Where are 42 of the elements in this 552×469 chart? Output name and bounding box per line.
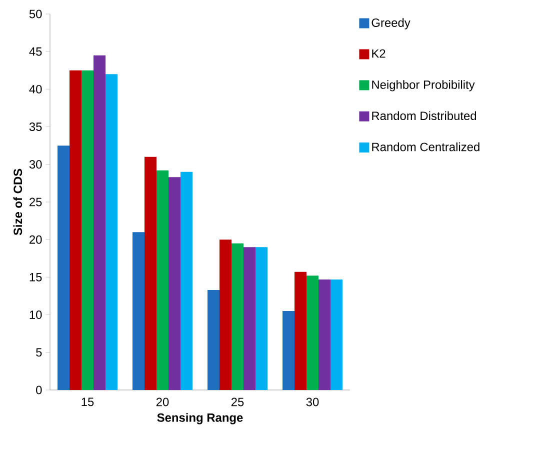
bar [244,247,256,390]
legend-label: Neighbor Probibility [372,80,475,92]
legend-label: K2 [372,49,386,58]
bar [132,232,145,390]
y-tick-label: 50 [29,10,42,18]
bar [256,247,268,390]
y-tick-label: 40 [29,84,42,94]
bar [82,70,94,390]
y-tick-label: 45 [29,47,42,56]
x-tick-label: 15 [82,398,94,406]
legend-label: Random Centralized [372,142,480,152]
bar [156,170,169,390]
y-tick-label: 15 [30,273,42,282]
y-tick-label: 30 [29,160,42,169]
bar [70,70,82,390]
bar [282,311,295,390]
bar [106,74,118,390]
bar [294,272,307,390]
y-tick-label: 25 [30,198,42,206]
bar [306,276,319,390]
y-tick-label: 10 [30,310,42,320]
legend-label: Greedy [372,18,410,30]
y-tick-label: 35 [29,122,42,132]
y-tick-label: 5 [36,348,42,357]
bar [232,243,244,390]
x-tick-label: 30 [306,398,319,406]
x-tick-label: 25 [231,398,244,406]
bar [208,290,220,390]
bar [58,146,70,390]
bar [220,240,232,390]
bar [180,172,193,390]
x-axis-title: Sensing Range [157,413,243,424]
y-axis-title: Size of CDS [13,168,22,236]
x-tick-label: 20 [156,398,169,406]
bar [318,279,331,390]
bar [168,177,181,390]
y-tick-label: 0 [36,386,42,394]
bar [330,279,343,390]
y-tick-label: 20 [30,235,42,244]
bar [94,55,106,390]
bar [144,156,157,390]
legend-label: Random Distributed [372,111,476,120]
